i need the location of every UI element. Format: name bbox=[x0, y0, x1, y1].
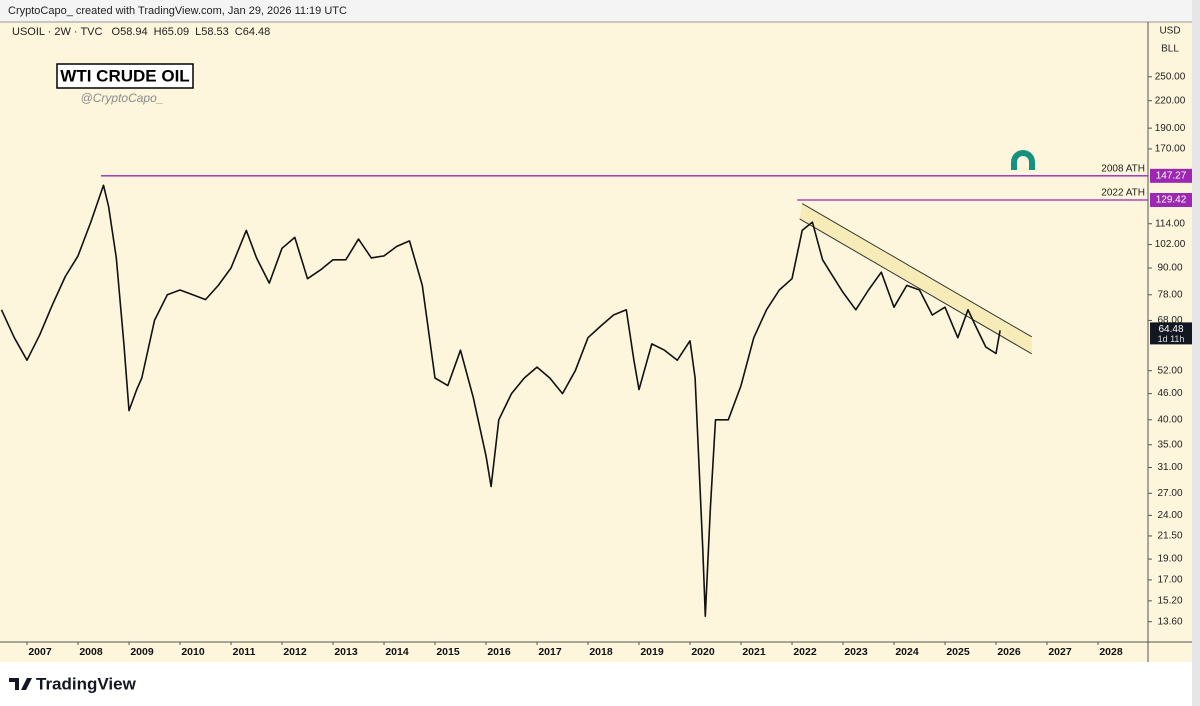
x-tick-label: 2025 bbox=[946, 646, 970, 658]
x-tick-label: 2016 bbox=[487, 646, 511, 658]
y-tick-label: 52.00 bbox=[1157, 365, 1182, 376]
y-tick-label: 102.00 bbox=[1155, 239, 1186, 250]
x-tick-label: 2014 bbox=[385, 646, 409, 658]
y-tick-label: 220.00 bbox=[1155, 95, 1186, 106]
ath-label: 2022 ATH bbox=[1101, 188, 1145, 199]
ohlc-value: 58.94 bbox=[120, 26, 148, 38]
countdown-label: 1d 11h bbox=[1158, 334, 1185, 344]
y-tick-label: 31.00 bbox=[1157, 462, 1182, 473]
x-tick-label: 2012 bbox=[283, 646, 307, 658]
ohlc-value: 64.48 bbox=[243, 26, 271, 38]
unit: BLL bbox=[1161, 44, 1179, 55]
x-tick-label: 2022 bbox=[793, 646, 817, 658]
ohlc-name: O bbox=[112, 26, 121, 38]
y-tick-label: 24.00 bbox=[1157, 510, 1182, 521]
y-tick-label: 68.00 bbox=[1157, 315, 1182, 326]
right-margin bbox=[1192, 0, 1200, 706]
x-tick-label: 2024 bbox=[895, 646, 919, 658]
y-tick-label: 90.00 bbox=[1157, 263, 1182, 274]
price-tag-label: 129.42 bbox=[1156, 195, 1187, 206]
x-tick-label: 2020 bbox=[691, 646, 715, 658]
y-tick-label: 170.00 bbox=[1155, 144, 1186, 155]
y-tick-label: 19.00 bbox=[1157, 554, 1182, 565]
price-line bbox=[0, 184, 1001, 617]
ohlc-value: 58.53 bbox=[201, 26, 229, 38]
header-bar bbox=[0, 0, 1200, 22]
price-tag-label: 147.27 bbox=[1156, 170, 1187, 181]
title-box bbox=[56, 63, 194, 89]
y-tick-label: 46.00 bbox=[1157, 388, 1182, 399]
channel-line bbox=[801, 203, 1032, 338]
x-tick-label: 2009 bbox=[130, 646, 154, 658]
y-tick-label: 250.00 bbox=[1155, 71, 1186, 82]
x-tick-label: 2026 bbox=[997, 646, 1021, 658]
y-tick-label: 35.00 bbox=[1157, 439, 1182, 450]
x-tick-label: 2023 bbox=[844, 646, 868, 658]
header-text: CryptoCapo_ created with TradingView.com… bbox=[8, 5, 347, 17]
channel-fill bbox=[799, 203, 1032, 354]
ohlc-value: 65.09 bbox=[162, 26, 190, 38]
currency: USD bbox=[1159, 26, 1180, 37]
ohlc-name: L bbox=[195, 26, 201, 38]
ohlc-name: C bbox=[235, 26, 243, 38]
y-tick-label: 190.00 bbox=[1155, 123, 1186, 134]
x-tick-label: 2010 bbox=[181, 646, 205, 658]
y-tick-label: 40.00 bbox=[1157, 414, 1182, 425]
symbol-line: USOIL · 2W · TVC O58.94 H65.09 L58.53 C64.4… bbox=[12, 26, 270, 38]
x-tick-label: 2011 bbox=[233, 646, 256, 658]
y-tick-label: 17.00 bbox=[1157, 575, 1182, 586]
x-tick-label: 2018 bbox=[589, 646, 613, 658]
y-tick-label: 27.00 bbox=[1157, 488, 1182, 499]
last-price-tag bbox=[1150, 322, 1192, 345]
brand-logo: TradingView bbox=[9, 674, 137, 693]
price-tag bbox=[1150, 168, 1192, 183]
x-tick-label: 2027 bbox=[1048, 646, 1072, 658]
plot-background bbox=[0, 22, 1192, 662]
y-tick-label: 114.00 bbox=[1155, 218, 1185, 229]
symbol-name: USOIL · 2W · TVC bbox=[12, 26, 103, 38]
x-tick-label: 2007 bbox=[28, 646, 52, 658]
x-tick-label: 2019 bbox=[640, 646, 664, 658]
x-tick-label: 2013 bbox=[334, 646, 358, 658]
chart-subtitle: @CryptoCapo_ bbox=[81, 91, 164, 105]
x-tick-label: 2015 bbox=[436, 646, 460, 658]
brand-name: TradingView bbox=[36, 674, 137, 693]
magnet-icon bbox=[1011, 150, 1035, 170]
y-tick-label: 78.00 bbox=[1157, 289, 1182, 300]
x-tick-label: 2021 bbox=[742, 646, 766, 658]
ath-label: 2008 ATH bbox=[1101, 163, 1145, 174]
footer-bar bbox=[0, 662, 1192, 706]
x-tick-label: 2028 bbox=[1099, 646, 1123, 658]
y-tick-label: 13.60 bbox=[1157, 616, 1182, 627]
channel-line bbox=[799, 218, 1032, 355]
chart-title: WTI CRUDE OIL bbox=[60, 66, 189, 85]
last-price-label: 64.48 bbox=[1158, 324, 1183, 335]
x-tick-label: 2008 bbox=[79, 646, 103, 658]
x-tick-label: 2017 bbox=[538, 646, 562, 658]
y-tick-label: 15.20 bbox=[1157, 595, 1182, 606]
y-tick-label: 21.50 bbox=[1157, 531, 1182, 542]
price-tag bbox=[1150, 193, 1192, 208]
ohlc-name: H bbox=[154, 26, 162, 38]
